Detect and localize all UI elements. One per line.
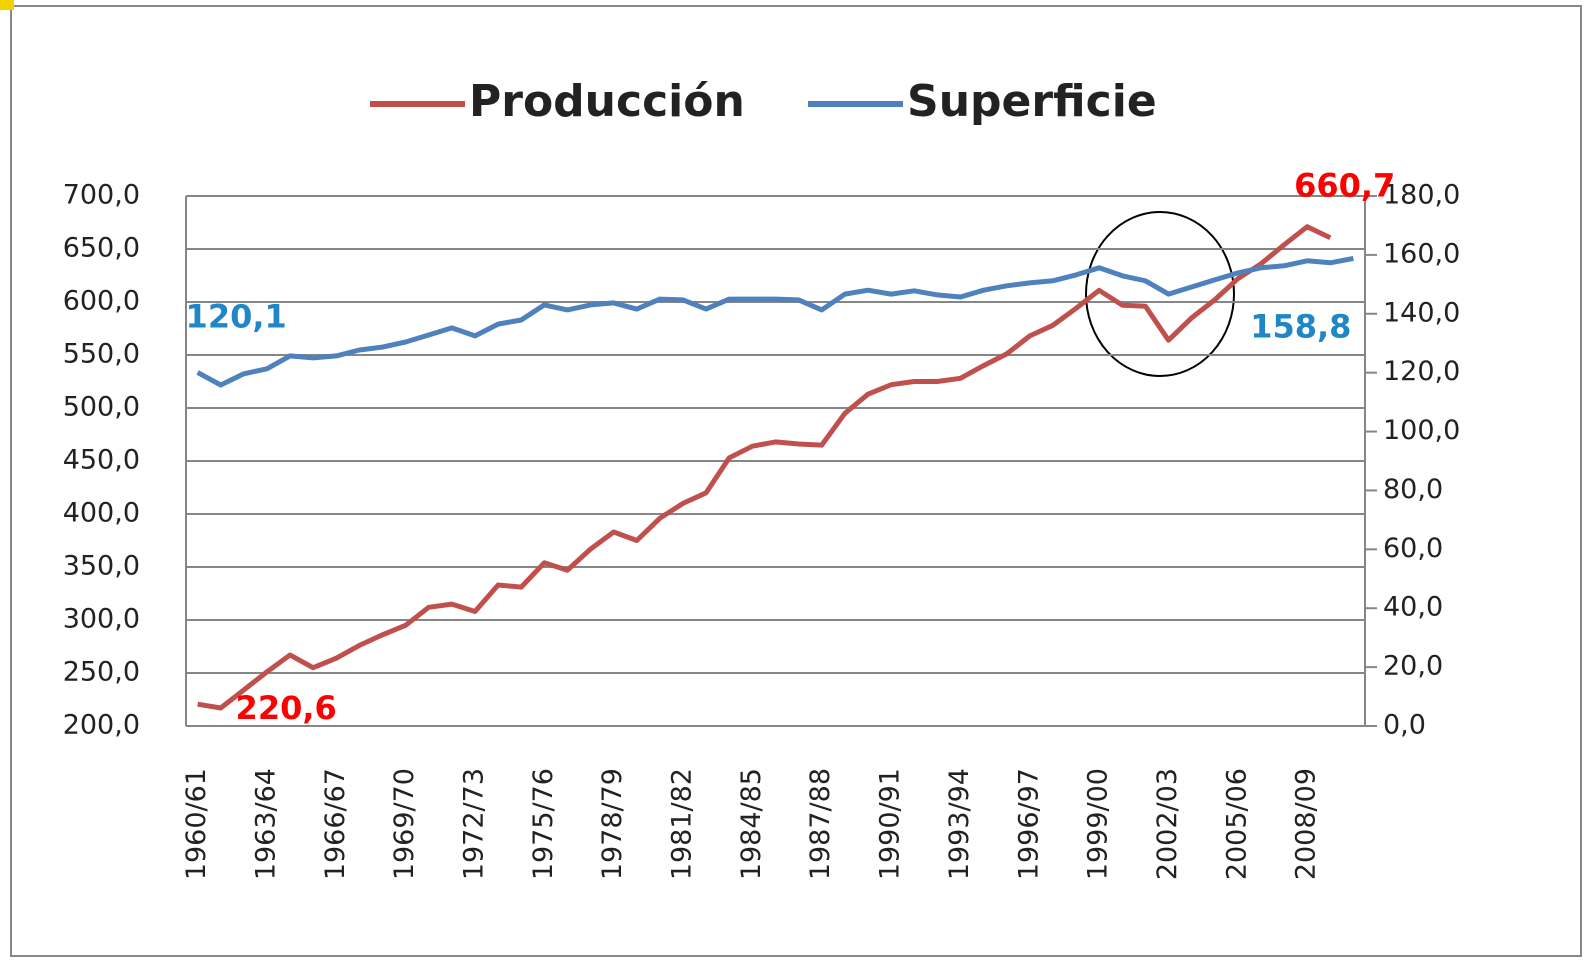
- x-tick-label: 2008/09: [1291, 768, 1322, 880]
- y-tick-label: 550,0: [63, 339, 140, 370]
- data-label: 220,6: [236, 689, 337, 727]
- legend-label: Producción: [469, 76, 745, 127]
- x-tick-label: 1990/91: [875, 768, 906, 880]
- x-tick-label: 1975/76: [528, 768, 559, 880]
- x-tick-label: 1993/94: [944, 768, 975, 880]
- y-tick-label: 200,0: [63, 710, 140, 741]
- corner-marker: [0, 0, 14, 10]
- x-tick-label: 1963/64: [250, 768, 281, 880]
- x-tick-label: 1960/61: [181, 768, 212, 880]
- x-tick-label: 1978/79: [597, 768, 628, 880]
- data-label: 120,1: [186, 297, 287, 335]
- y2-tick-label: 40,0: [1383, 592, 1443, 623]
- x-tick-label: 1969/70: [389, 768, 420, 880]
- y-tick-label: 400,0: [63, 498, 140, 529]
- legend: Producción Superficie: [370, 76, 1157, 127]
- x-tick-label: 1972/73: [458, 768, 489, 880]
- x-tick-label: 2005/06: [1221, 768, 1252, 880]
- legend-label: Superficie: [907, 76, 1157, 127]
- series-line: [197, 224, 1332, 711]
- y2-tick-label: 160,0: [1383, 238, 1460, 269]
- y-tick-label: 350,0: [63, 551, 140, 582]
- x-tick-label: 1987/88: [805, 768, 836, 880]
- highlight-ellipse: [1085, 211, 1235, 377]
- y2-tick-label: 100,0: [1383, 415, 1460, 446]
- y-tick-label: 500,0: [63, 392, 140, 423]
- y-tick-label: 600,0: [63, 286, 140, 317]
- y-tick-label: 300,0: [63, 604, 140, 635]
- y-tick-label: 650,0: [63, 233, 140, 264]
- x-tick-label: 1966/67: [320, 768, 351, 880]
- x-tick-label: 1999/00: [1083, 768, 1114, 880]
- chart-frame: [10, 5, 1582, 957]
- y2-tick-label: 120,0: [1383, 356, 1460, 387]
- y-tick-label: 700,0: [63, 180, 140, 211]
- y2-tick-label: 0,0: [1383, 710, 1426, 741]
- y2-tick-label: 80,0: [1383, 474, 1443, 505]
- y-tick-label: 450,0: [63, 445, 140, 476]
- y2-tick-label: 180,0: [1383, 180, 1460, 211]
- y2-tick-label: 20,0: [1383, 651, 1443, 682]
- data-label: 660,7: [1294, 167, 1395, 205]
- x-tick-label: 1996/97: [1013, 768, 1044, 880]
- y2-tick-label: 140,0: [1383, 297, 1460, 328]
- x-tick-label: 1981/82: [667, 768, 698, 880]
- x-tick-label: 2002/03: [1152, 768, 1183, 880]
- y-tick-label: 250,0: [63, 657, 140, 688]
- y2-tick-label: 60,0: [1383, 533, 1443, 564]
- data-label: 158,8: [1250, 307, 1351, 345]
- x-tick-label: 1984/85: [736, 768, 767, 880]
- series-line: [196, 255, 1354, 388]
